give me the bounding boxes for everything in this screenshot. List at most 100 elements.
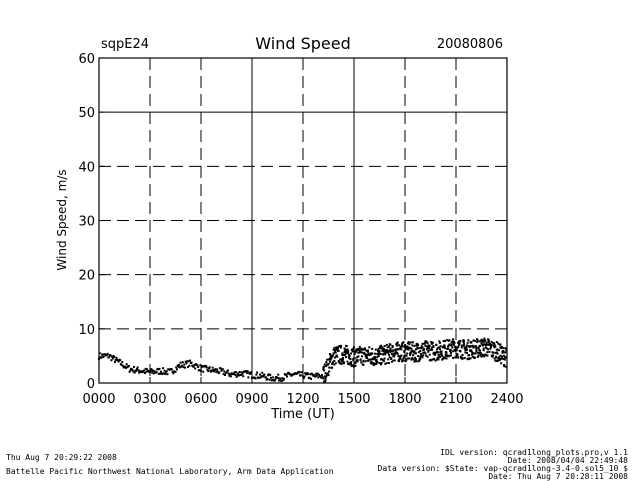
data-point	[329, 358, 332, 361]
data-point	[336, 355, 339, 358]
data-point	[432, 344, 435, 347]
data-point	[129, 369, 132, 372]
data-point	[269, 376, 272, 379]
data-point	[361, 348, 364, 351]
y-tick-label: 0	[87, 377, 95, 392]
data-point	[186, 360, 189, 363]
data-point	[249, 372, 252, 375]
data-point	[358, 345, 361, 348]
data-point	[166, 373, 169, 376]
data-point	[374, 357, 377, 360]
data-point	[234, 371, 237, 374]
data-point	[256, 371, 259, 374]
data-point	[380, 358, 383, 361]
data-point	[341, 360, 344, 363]
data-point	[483, 337, 486, 340]
footer-idl-version: IDL version: qcrad1long_plots.pro,v 1.1	[440, 448, 628, 457]
data-point	[314, 375, 317, 378]
data-point	[236, 374, 239, 377]
data-point	[347, 356, 350, 359]
data-point	[420, 345, 423, 348]
data-point	[401, 344, 404, 347]
data-point	[207, 370, 210, 373]
data-point	[340, 362, 343, 365]
data-point	[136, 366, 139, 369]
data-point	[390, 357, 393, 360]
data-point	[445, 357, 448, 360]
data-point	[486, 354, 489, 357]
y-axis-ticks: 0 10 20 30 40 50 60	[78, 52, 105, 392]
data-point	[491, 355, 494, 358]
data-point	[433, 353, 436, 356]
data-point	[400, 354, 403, 357]
data-point	[500, 362, 503, 365]
data-point	[344, 356, 347, 359]
data-point	[398, 347, 401, 350]
data-point	[441, 358, 444, 361]
x-tick-label: 1800	[388, 392, 421, 407]
data-point	[227, 372, 230, 375]
data-point	[282, 379, 285, 382]
data-point	[320, 376, 323, 379]
data-point	[240, 374, 243, 377]
data-point	[459, 339, 462, 342]
data-point	[327, 362, 330, 365]
data-point	[467, 339, 470, 342]
data-point	[308, 376, 311, 379]
data-point	[446, 347, 449, 350]
data-point	[273, 379, 276, 382]
data-point	[500, 345, 503, 348]
data-point	[106, 352, 109, 355]
data-point	[341, 352, 344, 355]
data-point	[374, 348, 377, 351]
data-point	[412, 341, 415, 344]
data-point	[261, 375, 264, 378]
data-point	[205, 365, 208, 368]
data-point	[272, 376, 275, 379]
data-point	[127, 364, 130, 367]
data-point	[344, 353, 347, 356]
data-point	[378, 362, 381, 365]
data-point	[245, 371, 248, 374]
y-tick-label: 30	[78, 215, 95, 230]
data-point	[165, 370, 168, 373]
data-point	[261, 371, 264, 374]
data-point	[497, 342, 500, 345]
data-point	[332, 348, 335, 351]
data-point	[452, 338, 455, 341]
data-point	[347, 351, 350, 354]
data-point	[135, 369, 138, 372]
data-point	[234, 373, 237, 376]
data-point	[430, 346, 433, 349]
data-point	[143, 372, 146, 375]
data-point	[381, 349, 384, 352]
data-point	[206, 368, 209, 371]
data-point	[212, 368, 215, 371]
data-point	[334, 356, 337, 359]
data-point	[324, 379, 327, 382]
data-point	[389, 347, 392, 350]
data-point	[271, 379, 274, 382]
data-point	[320, 373, 323, 376]
data-point	[143, 369, 146, 372]
data-point	[492, 354, 495, 357]
data-point	[397, 355, 400, 358]
data-point	[101, 354, 104, 357]
data-point	[387, 361, 390, 364]
data-point	[348, 362, 351, 365]
data-point	[131, 368, 134, 371]
data-point	[178, 366, 181, 369]
data-point	[197, 365, 200, 368]
data-point	[338, 345, 341, 348]
data-point	[189, 359, 192, 362]
data-point	[397, 348, 400, 351]
data-point	[150, 368, 153, 371]
data-point	[374, 352, 377, 355]
data-point	[181, 364, 184, 367]
data-point	[237, 372, 240, 375]
data-point	[479, 344, 482, 347]
data-point	[352, 359, 355, 362]
data-point	[339, 344, 342, 347]
data-point	[463, 343, 466, 346]
data-point	[301, 371, 304, 374]
